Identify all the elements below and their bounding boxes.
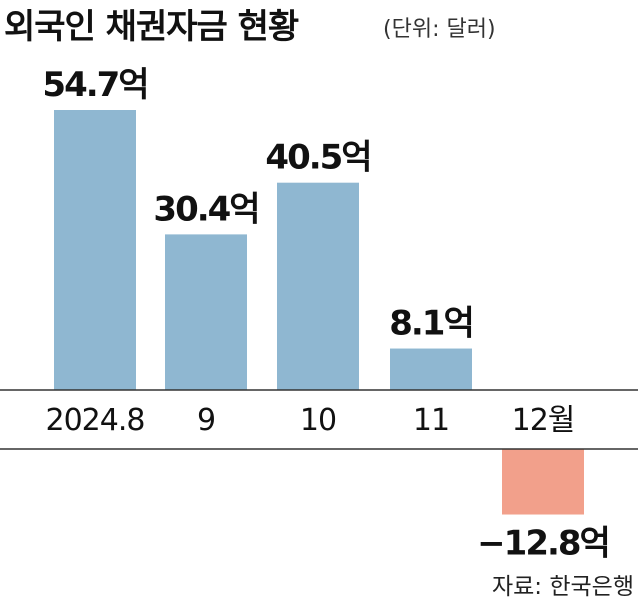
bar-11 xyxy=(390,348,472,390)
value-label-11: 8.1억 xyxy=(389,304,473,344)
bar-10 xyxy=(277,182,359,390)
value-label-9: 30.4억 xyxy=(153,189,258,229)
tick-label-2024.8: 2024.8 xyxy=(46,403,145,438)
tick-label-9: 9 xyxy=(197,403,215,438)
bar-2024.8 xyxy=(54,110,136,390)
value-label-2024.8: 54.7억 xyxy=(42,65,147,105)
chart-title: 외국인 채권자금 현황 xyxy=(4,7,299,47)
tick-label-10: 10 xyxy=(300,403,336,438)
bar-12월 xyxy=(502,449,584,515)
bar-9 xyxy=(165,234,247,390)
axes-group: 2024.8 9 10 11 12월 xyxy=(0,389,638,450)
value-label-12월: −12.8억 xyxy=(477,524,609,564)
source-label: 자료: 한국은행 xyxy=(492,574,634,600)
unit-label: (단위: 달러) xyxy=(383,17,496,42)
value-label-10: 40.5억 xyxy=(265,138,370,178)
tick-label-12월: 12월 xyxy=(512,403,575,438)
tick-label-11: 11 xyxy=(413,403,449,438)
